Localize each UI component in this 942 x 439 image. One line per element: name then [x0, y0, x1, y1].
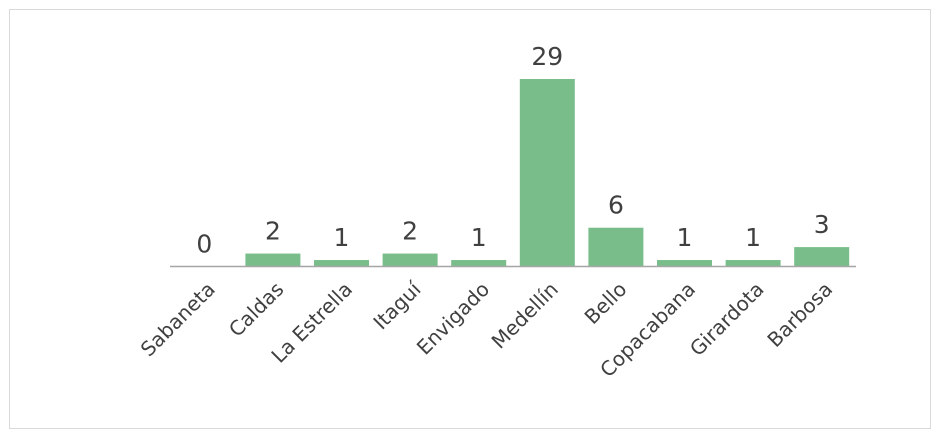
x-tick-label-girardota: Girardota [685, 277, 769, 361]
data-label-itagu: 2 [402, 217, 418, 246]
bar-barbosa [794, 247, 850, 267]
x-tick-label-sabaneta: Sabaneta [136, 277, 220, 361]
bar-envigado [451, 260, 507, 267]
bar-caldas [245, 253, 301, 267]
data-label-sabaneta: 0 [196, 230, 212, 259]
bar-la-estrella [314, 260, 369, 267]
bar-girardota [725, 260, 781, 267]
bar-itagu [382, 253, 438, 267]
x-tick-label-caldas: Caldas [224, 277, 288, 341]
data-label-la-estrella: 1 [334, 223, 350, 252]
data-label-girardota: 1 [745, 223, 761, 252]
bar-copacabana [657, 260, 712, 267]
bar-bello [588, 227, 644, 267]
data-label-barbosa: 3 [814, 210, 830, 239]
data-label-copacabana: 1 [677, 223, 693, 252]
bar-medell-n [519, 79, 575, 267]
data-labels-group: 0 2 1 2 1 29 6 1 1 3 [196, 42, 829, 259]
x-tick-label-bello: Bello [580, 277, 632, 329]
chart-frame [9, 9, 931, 429]
bars-group [245, 79, 850, 267]
x-tick-label-medell-n: Medellín [487, 277, 563, 353]
data-label-medell-n: 29 [531, 42, 563, 71]
data-label-caldas: 2 [265, 217, 281, 246]
x-tick-label-envigado: Envigado [412, 277, 494, 359]
data-label-bello: 6 [608, 191, 624, 220]
x-tick-label-barbosa: Barbosa [762, 277, 837, 352]
x-tick-label-itagu: Itaguí [368, 276, 426, 334]
data-label-envigado: 1 [471, 223, 487, 252]
